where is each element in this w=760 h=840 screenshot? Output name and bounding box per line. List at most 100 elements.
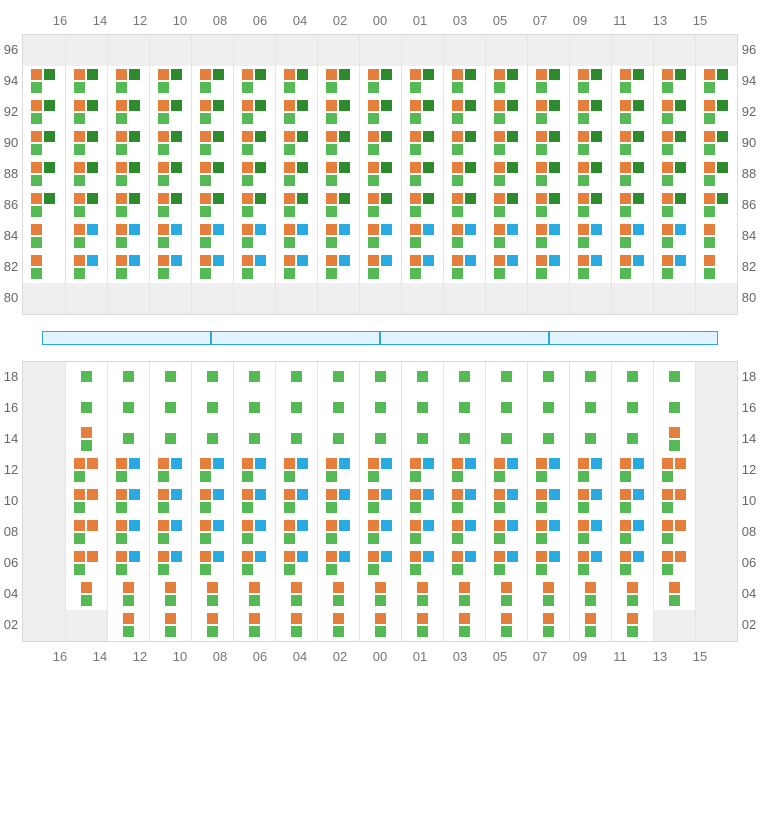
seat-cell[interactable] [65, 579, 107, 610]
seat-cell[interactable] [653, 221, 695, 252]
seat-cell[interactable] [485, 424, 527, 455]
seat-cell[interactable] [695, 159, 737, 190]
seat-cell[interactable] [653, 393, 695, 424]
seat-cell[interactable] [485, 252, 527, 283]
seat-cell[interactable] [191, 362, 233, 393]
seat-cell[interactable] [275, 362, 317, 393]
seat-cell[interactable] [317, 362, 359, 393]
seat-cell[interactable] [317, 190, 359, 221]
seat-cell[interactable] [317, 424, 359, 455]
seat-cell[interactable] [653, 66, 695, 97]
seat-cell[interactable] [317, 393, 359, 424]
seat-cell[interactable] [359, 128, 401, 159]
seat-cell[interactable] [443, 252, 485, 283]
seat-cell[interactable] [401, 190, 443, 221]
seat-cell[interactable] [611, 548, 653, 579]
seat-cell[interactable] [653, 362, 695, 393]
seat-cell[interactable] [191, 548, 233, 579]
seat-cell[interactable] [485, 66, 527, 97]
seat-cell[interactable] [149, 159, 191, 190]
seat-cell[interactable] [401, 517, 443, 548]
seat-cell[interactable] [611, 486, 653, 517]
seat-cell[interactable] [107, 393, 149, 424]
seat-cell[interactable] [443, 128, 485, 159]
seat-cell[interactable] [191, 128, 233, 159]
seat-cell[interactable] [653, 548, 695, 579]
seat-cell[interactable] [359, 221, 401, 252]
seat-cell[interactable] [611, 517, 653, 548]
seat-cell[interactable] [401, 486, 443, 517]
seat-cell[interactable] [317, 66, 359, 97]
seat-cell[interactable] [611, 252, 653, 283]
seat-cell[interactable] [527, 610, 569, 641]
seat-cell[interactable] [359, 610, 401, 641]
seat-cell[interactable] [275, 579, 317, 610]
seat-cell[interactable] [569, 66, 611, 97]
seat-cell[interactable] [65, 455, 107, 486]
seat-cell[interactable] [107, 221, 149, 252]
seat-cell[interactable] [485, 548, 527, 579]
seat-cell[interactable] [485, 455, 527, 486]
seat-cell[interactable] [401, 362, 443, 393]
seat-cell[interactable] [527, 97, 569, 128]
seat-cell[interactable] [401, 128, 443, 159]
seat-cell[interactable] [149, 610, 191, 641]
seat-cell[interactable] [485, 97, 527, 128]
seat-cell[interactable] [401, 252, 443, 283]
seat-cell[interactable] [695, 97, 737, 128]
seat-cell[interactable] [233, 393, 275, 424]
seat-cell[interactable] [65, 424, 107, 455]
seat-cell[interactable] [233, 579, 275, 610]
seat-cell[interactable] [485, 393, 527, 424]
seat-cell[interactable] [401, 610, 443, 641]
seat-cell[interactable] [359, 190, 401, 221]
seat-cell[interactable] [149, 517, 191, 548]
seat-cell[interactable] [611, 579, 653, 610]
seat-cell[interactable] [275, 221, 317, 252]
seat-cell[interactable] [65, 486, 107, 517]
seat-cell[interactable] [569, 610, 611, 641]
seat-cell[interactable] [275, 66, 317, 97]
seat-cell[interactable] [401, 579, 443, 610]
seat-cell[interactable] [275, 424, 317, 455]
seat-cell[interactable] [317, 579, 359, 610]
seat-cell[interactable] [317, 517, 359, 548]
seat-cell[interactable] [107, 159, 149, 190]
seat-cell[interactable] [149, 579, 191, 610]
seat-cell[interactable] [107, 252, 149, 283]
seat-cell[interactable] [107, 66, 149, 97]
seat-cell[interactable] [443, 221, 485, 252]
seat-cell[interactable] [443, 517, 485, 548]
seat-cell[interactable] [107, 97, 149, 128]
seat-cell[interactable] [65, 252, 107, 283]
seat-cell[interactable] [191, 221, 233, 252]
seat-cell[interactable] [233, 362, 275, 393]
seat-cell[interactable] [653, 424, 695, 455]
seat-cell[interactable] [695, 128, 737, 159]
seat-cell[interactable] [65, 393, 107, 424]
seat-cell[interactable] [527, 362, 569, 393]
seat-cell[interactable] [275, 159, 317, 190]
seat-cell[interactable] [275, 486, 317, 517]
seat-cell[interactable] [443, 97, 485, 128]
seat-cell[interactable] [359, 393, 401, 424]
seat-cell[interactable] [401, 455, 443, 486]
seat-cell[interactable] [695, 190, 737, 221]
seat-cell[interactable] [653, 517, 695, 548]
seat-cell[interactable] [191, 579, 233, 610]
seat-cell[interactable] [569, 362, 611, 393]
seat-cell[interactable] [695, 252, 737, 283]
seat-cell[interactable] [149, 221, 191, 252]
seat-cell[interactable] [149, 486, 191, 517]
seat-cell[interactable] [611, 66, 653, 97]
seat-cell[interactable] [107, 548, 149, 579]
seat-cell[interactable] [65, 548, 107, 579]
seat-cell[interactable] [107, 455, 149, 486]
seat-cell[interactable] [569, 159, 611, 190]
seat-cell[interactable] [275, 517, 317, 548]
seat-cell[interactable] [569, 455, 611, 486]
seat-cell[interactable] [317, 221, 359, 252]
seat-cell[interactable] [485, 517, 527, 548]
seat-cell[interactable] [611, 424, 653, 455]
seat-cell[interactable] [191, 66, 233, 97]
